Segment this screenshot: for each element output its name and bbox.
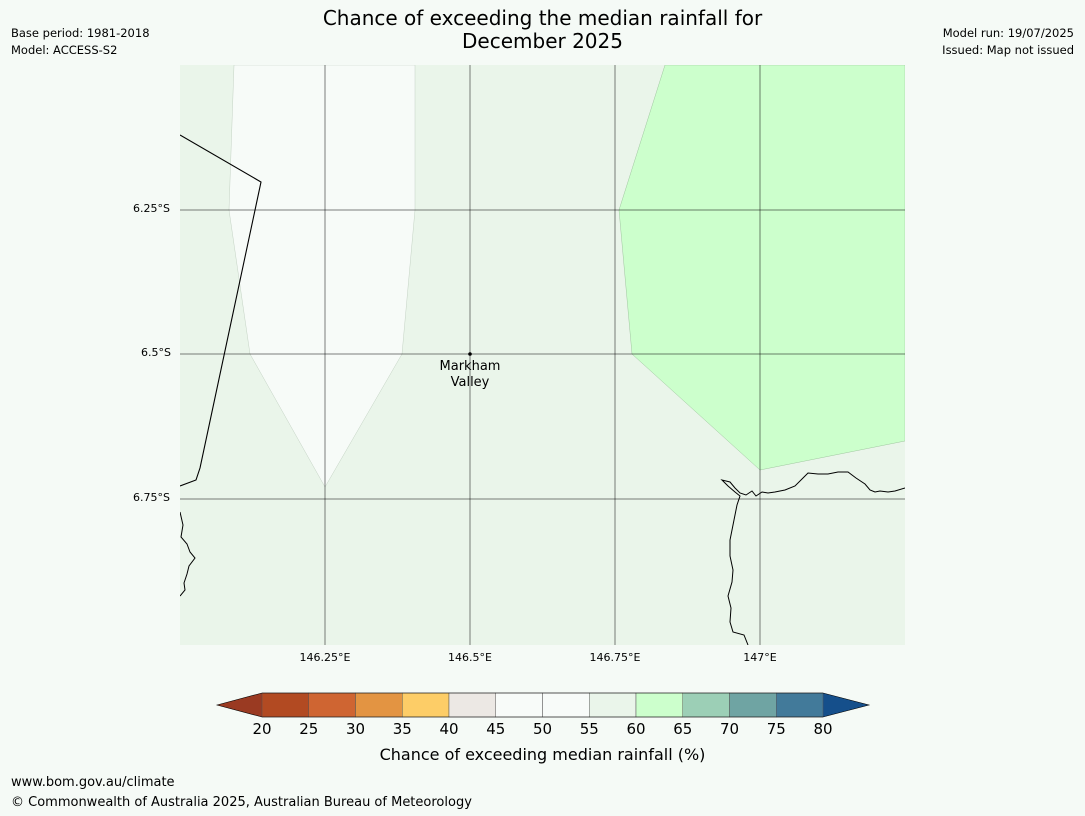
colorbar-tick-65: 65 [673,720,693,738]
colorbar-bin-60-65 [635,692,683,718]
footer-copyright: © Commonwealth of Australia 2025, Austra… [11,795,472,810]
lon-label-146.5: 146.5°E [448,651,492,664]
colorbar-tick-80: 80 [813,720,833,738]
lon-label-146.75: 146.75°E [589,651,641,664]
colorbar-bin-55-60 [589,692,637,718]
footer-url: www.bom.gov.au/climate [11,775,175,790]
colorbar-bin-75-80 [776,692,824,718]
colorbar-bin-45-50 [495,692,543,718]
model-name: Model: ACCESS-S2 [11,43,118,57]
title-line-2: December 2025 [462,29,623,53]
colorbar-tick-70: 70 [719,720,740,738]
coastline-east [720,471,905,645]
place-name-line-1: Markham [439,359,501,374]
place-name-line-2: Valley [450,375,490,390]
colorbar-bin-35-40 [402,692,450,718]
colorbar-bin-20-25 [261,692,309,718]
colorbar-bins [261,692,824,718]
colorbar-tick-30: 30 [345,720,366,738]
colorbar [215,692,871,718]
colorbar-bin-30-35 [355,692,403,718]
colorbar-bin-65-70 [682,692,730,718]
lon-label-146.25: 146.25°E [299,651,351,664]
colorbar-tick-25: 25 [299,720,319,738]
region-50-55 [228,65,416,488]
colorbar-bin-50-55 [542,692,590,718]
model-info: Base period: 1981-2018 Model: ACCESS-S2 [11,25,150,59]
graticule [180,65,905,645]
lat-label-6.25: 6.25°S [133,202,170,215]
colorbar-outline [215,692,871,718]
lat-label-6.75: 6.75°S [133,491,170,504]
colorbar-tick-45: 45 [486,720,506,738]
province-boundary [180,134,262,487]
colorbar-tick-75: 75 [766,720,786,738]
colorbar-tick-50: 50 [532,720,553,738]
place-label: Markham Valley [420,359,520,391]
base-period: Base period: 1981-2018 [11,26,150,40]
model-run: Model run: 19/07/2025 [942,26,1074,40]
run-info: Model run: 19/07/2025 Issued: Map not is… [942,25,1074,59]
lat-label-6.5: 6.5°S [141,346,171,359]
map-title: Chance of exceeding the median rainfall … [0,7,1085,53]
colorbar-extend-high [823,693,869,717]
coastline-west [180,511,196,597]
colorbar-tick-60: 60 [626,720,646,738]
colorbar-label: Chance of exceeding median rainfall (%) [379,745,706,764]
colorbar-bin-25-30 [308,692,356,718]
place-marker [468,352,472,356]
colorbar-tick-40: 40 [439,720,459,738]
title-line-1: Chance of exceeding the median rainfall … [322,6,763,30]
colorbar-tick-55: 55 [579,720,599,738]
lon-label-147: 147°E [743,651,777,664]
map-area [180,65,905,645]
issued-status: Issued: Map not issued [942,43,1074,57]
colorbar-bin-70-75 [729,692,777,718]
colorbar-tick-35: 35 [392,720,412,738]
colorbar-tick-20: 20 [252,720,272,738]
colorbar-bin-40-45 [448,692,496,718]
colorbar-extend-low [217,693,262,717]
